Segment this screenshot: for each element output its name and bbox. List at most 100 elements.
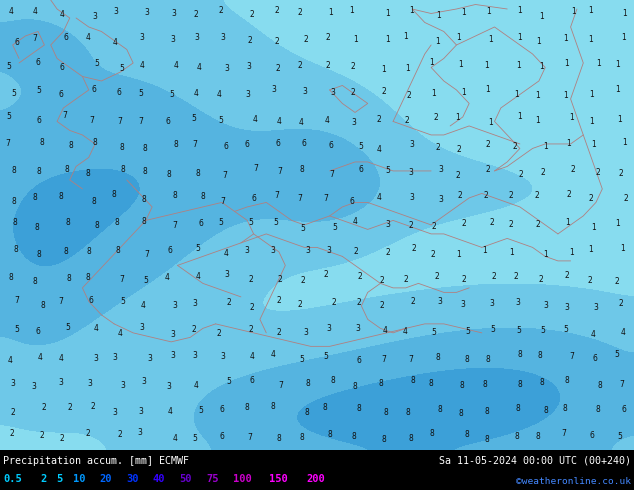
Text: 1: 1 — [488, 118, 493, 127]
Text: 4: 4 — [590, 330, 595, 339]
Text: 2: 2 — [564, 271, 569, 280]
Text: 4: 4 — [377, 145, 382, 153]
Text: 3: 3 — [302, 87, 307, 96]
Text: 2: 2 — [624, 194, 628, 203]
Text: 1: 1 — [596, 58, 600, 68]
Text: 5: 5 — [15, 325, 19, 334]
Text: 7: 7 — [138, 118, 143, 126]
Text: 8: 8 — [406, 408, 411, 417]
Text: 8: 8 — [331, 376, 336, 385]
Text: 7: 7 — [253, 164, 258, 173]
Text: 5: 5 — [615, 350, 619, 359]
Text: 1: 1 — [485, 85, 490, 94]
Text: 1: 1 — [569, 248, 574, 257]
Text: 3: 3 — [247, 62, 252, 72]
Text: 5: 5 — [358, 142, 363, 151]
Text: 8: 8 — [200, 192, 205, 201]
Text: 4: 4 — [382, 326, 387, 335]
Text: 1: 1 — [458, 60, 463, 69]
Text: 2: 2 — [518, 170, 523, 179]
Text: 2: 2 — [408, 221, 413, 230]
Text: 1: 1 — [482, 245, 488, 254]
Text: 3: 3 — [408, 168, 413, 177]
Text: 3: 3 — [171, 9, 176, 18]
Text: 6: 6 — [245, 140, 249, 149]
Text: 5: 5 — [36, 87, 41, 96]
Text: 4: 4 — [325, 116, 329, 125]
Text: 5: 5 — [563, 324, 567, 334]
Text: 3: 3 — [244, 246, 249, 255]
Text: 3: 3 — [438, 165, 443, 174]
Text: 2: 2 — [219, 6, 224, 15]
Text: 2: 2 — [332, 298, 337, 307]
Text: 2: 2 — [326, 61, 330, 70]
Text: 4: 4 — [298, 118, 303, 127]
Text: Precipitation accum. [mm] ECMWF: Precipitation accum. [mm] ECMWF — [3, 456, 189, 466]
Text: 4: 4 — [193, 89, 198, 98]
Text: 6: 6 — [275, 139, 280, 148]
Text: 3: 3 — [515, 297, 520, 307]
Text: 8: 8 — [517, 380, 522, 389]
Text: 2: 2 — [298, 8, 302, 17]
Text: 1: 1 — [432, 89, 436, 98]
Text: 5: 5 — [65, 323, 70, 332]
Text: 2: 2 — [434, 113, 439, 122]
Text: 1: 1 — [540, 63, 544, 72]
Text: 1: 1 — [488, 35, 493, 44]
Text: 8: 8 — [517, 350, 522, 359]
Text: 3: 3 — [112, 408, 117, 416]
Text: 3: 3 — [112, 353, 117, 362]
Text: 6: 6 — [15, 38, 20, 47]
Text: 8: 8 — [85, 169, 90, 178]
Text: 1: 1 — [588, 245, 593, 254]
Text: 5: 5 — [7, 112, 11, 121]
Text: 6: 6 — [116, 88, 121, 97]
Text: 6: 6 — [89, 296, 94, 305]
Text: 3: 3 — [438, 195, 443, 204]
Text: 6: 6 — [220, 405, 224, 414]
Text: 1: 1 — [484, 61, 489, 70]
Text: 8: 8 — [36, 167, 41, 175]
Text: 5: 5 — [11, 89, 16, 98]
Text: 4: 4 — [113, 38, 118, 47]
Text: 2: 2 — [385, 247, 390, 257]
Text: 8: 8 — [120, 165, 126, 174]
Text: 2: 2 — [406, 91, 411, 100]
Text: 8: 8 — [356, 404, 361, 413]
Text: 1: 1 — [539, 12, 544, 21]
Text: 2: 2 — [298, 299, 302, 309]
Text: 5: 5 — [219, 116, 224, 125]
Text: 3: 3 — [593, 303, 598, 312]
Text: 3: 3 — [224, 270, 229, 279]
Text: 0.5: 0.5 — [3, 474, 22, 484]
Text: 5: 5 — [218, 218, 223, 226]
Text: 1: 1 — [456, 33, 462, 42]
Text: 5: 5 — [139, 89, 143, 98]
Text: 8: 8 — [540, 377, 545, 387]
Text: 5: 5 — [6, 62, 11, 71]
Text: 8: 8 — [465, 430, 470, 439]
Text: 8: 8 — [142, 167, 147, 176]
Text: 1: 1 — [623, 9, 628, 18]
Text: 8: 8 — [174, 140, 178, 149]
Text: 3: 3 — [356, 323, 361, 333]
Text: 30: 30 — [126, 474, 139, 484]
Text: 1: 1 — [436, 11, 441, 21]
Text: 40: 40 — [153, 474, 165, 484]
Text: 4: 4 — [353, 217, 358, 226]
Text: 2: 2 — [588, 276, 592, 285]
Text: 8: 8 — [13, 218, 18, 227]
Text: 1: 1 — [515, 61, 521, 70]
Text: 1: 1 — [564, 34, 568, 43]
Text: 2: 2 — [541, 169, 545, 177]
Text: 1: 1 — [618, 115, 623, 124]
Text: 2: 2 — [436, 143, 441, 152]
Text: 8: 8 — [66, 218, 70, 227]
Text: 2: 2 — [354, 246, 359, 255]
Text: 4: 4 — [276, 117, 281, 126]
Text: 2: 2 — [614, 276, 619, 286]
Text: 7: 7 — [15, 296, 20, 305]
Text: 2: 2 — [489, 219, 495, 227]
Text: 3: 3 — [221, 33, 226, 42]
Text: 8: 8 — [41, 301, 46, 310]
